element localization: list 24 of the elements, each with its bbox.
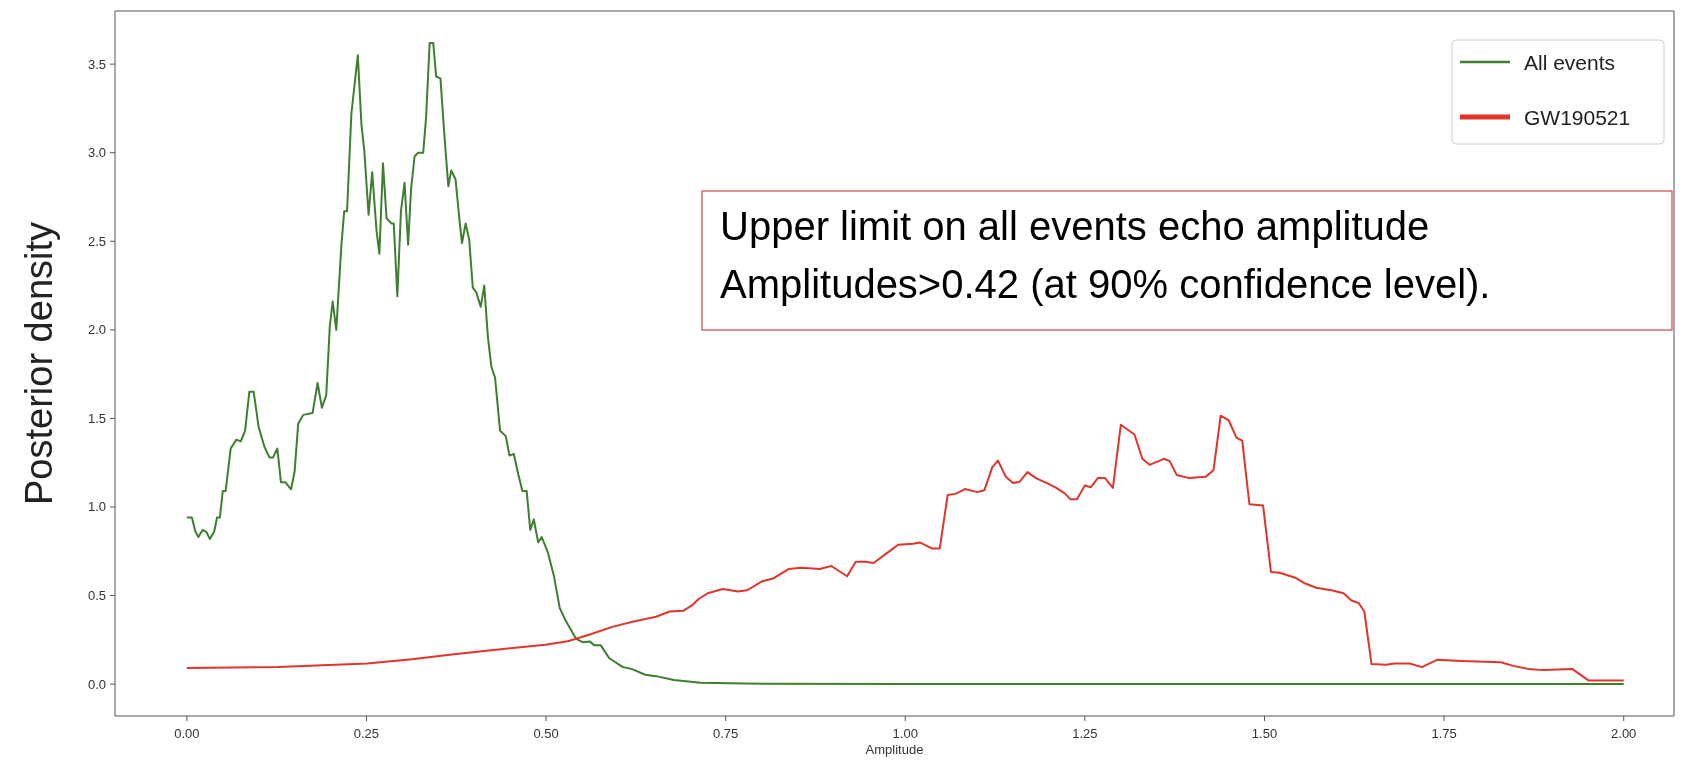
y-tick-label: 1.5	[87, 410, 106, 426]
line-series	[185, 414, 1625, 682]
legend-label: All events	[1524, 51, 1616, 74]
x-tick-label: 0.00	[174, 726, 200, 741]
x-tick-label: 0.25	[353, 726, 380, 741]
y-tick-label: 0.0	[87, 676, 106, 692]
x-tick-label: 1.00	[892, 726, 918, 741]
x-tick-label: 0.50	[533, 726, 559, 741]
y-tick-label: 0.5	[87, 588, 106, 604]
annotation: Upper limit on all events echo amplitude	[720, 204, 1430, 248]
x-tick-label: 1.75	[1431, 726, 1457, 741]
y-tick-label: 3.5	[87, 56, 106, 72]
x-tick-label: 0.75	[713, 726, 739, 741]
y-axis-title: Posterior density	[18, 221, 60, 506]
x-tick-label: 2.00	[1611, 726, 1637, 741]
x-tick-label: 1.50	[1251, 726, 1278, 741]
annotation: Amplitudes>0.42 (at 90% confidence level).	[720, 262, 1491, 306]
x-tick-label: 1.25	[1072, 726, 1098, 741]
x-axis-title: Amplitude	[865, 742, 924, 757]
y-tick-label: 3.0	[87, 145, 106, 161]
legend-label: GW190521	[1524, 106, 1631, 129]
y-tick-label: 2.5	[87, 233, 106, 249]
y-tick-label: 2.0	[87, 322, 106, 338]
y-tick-label: 1.0	[87, 499, 106, 515]
